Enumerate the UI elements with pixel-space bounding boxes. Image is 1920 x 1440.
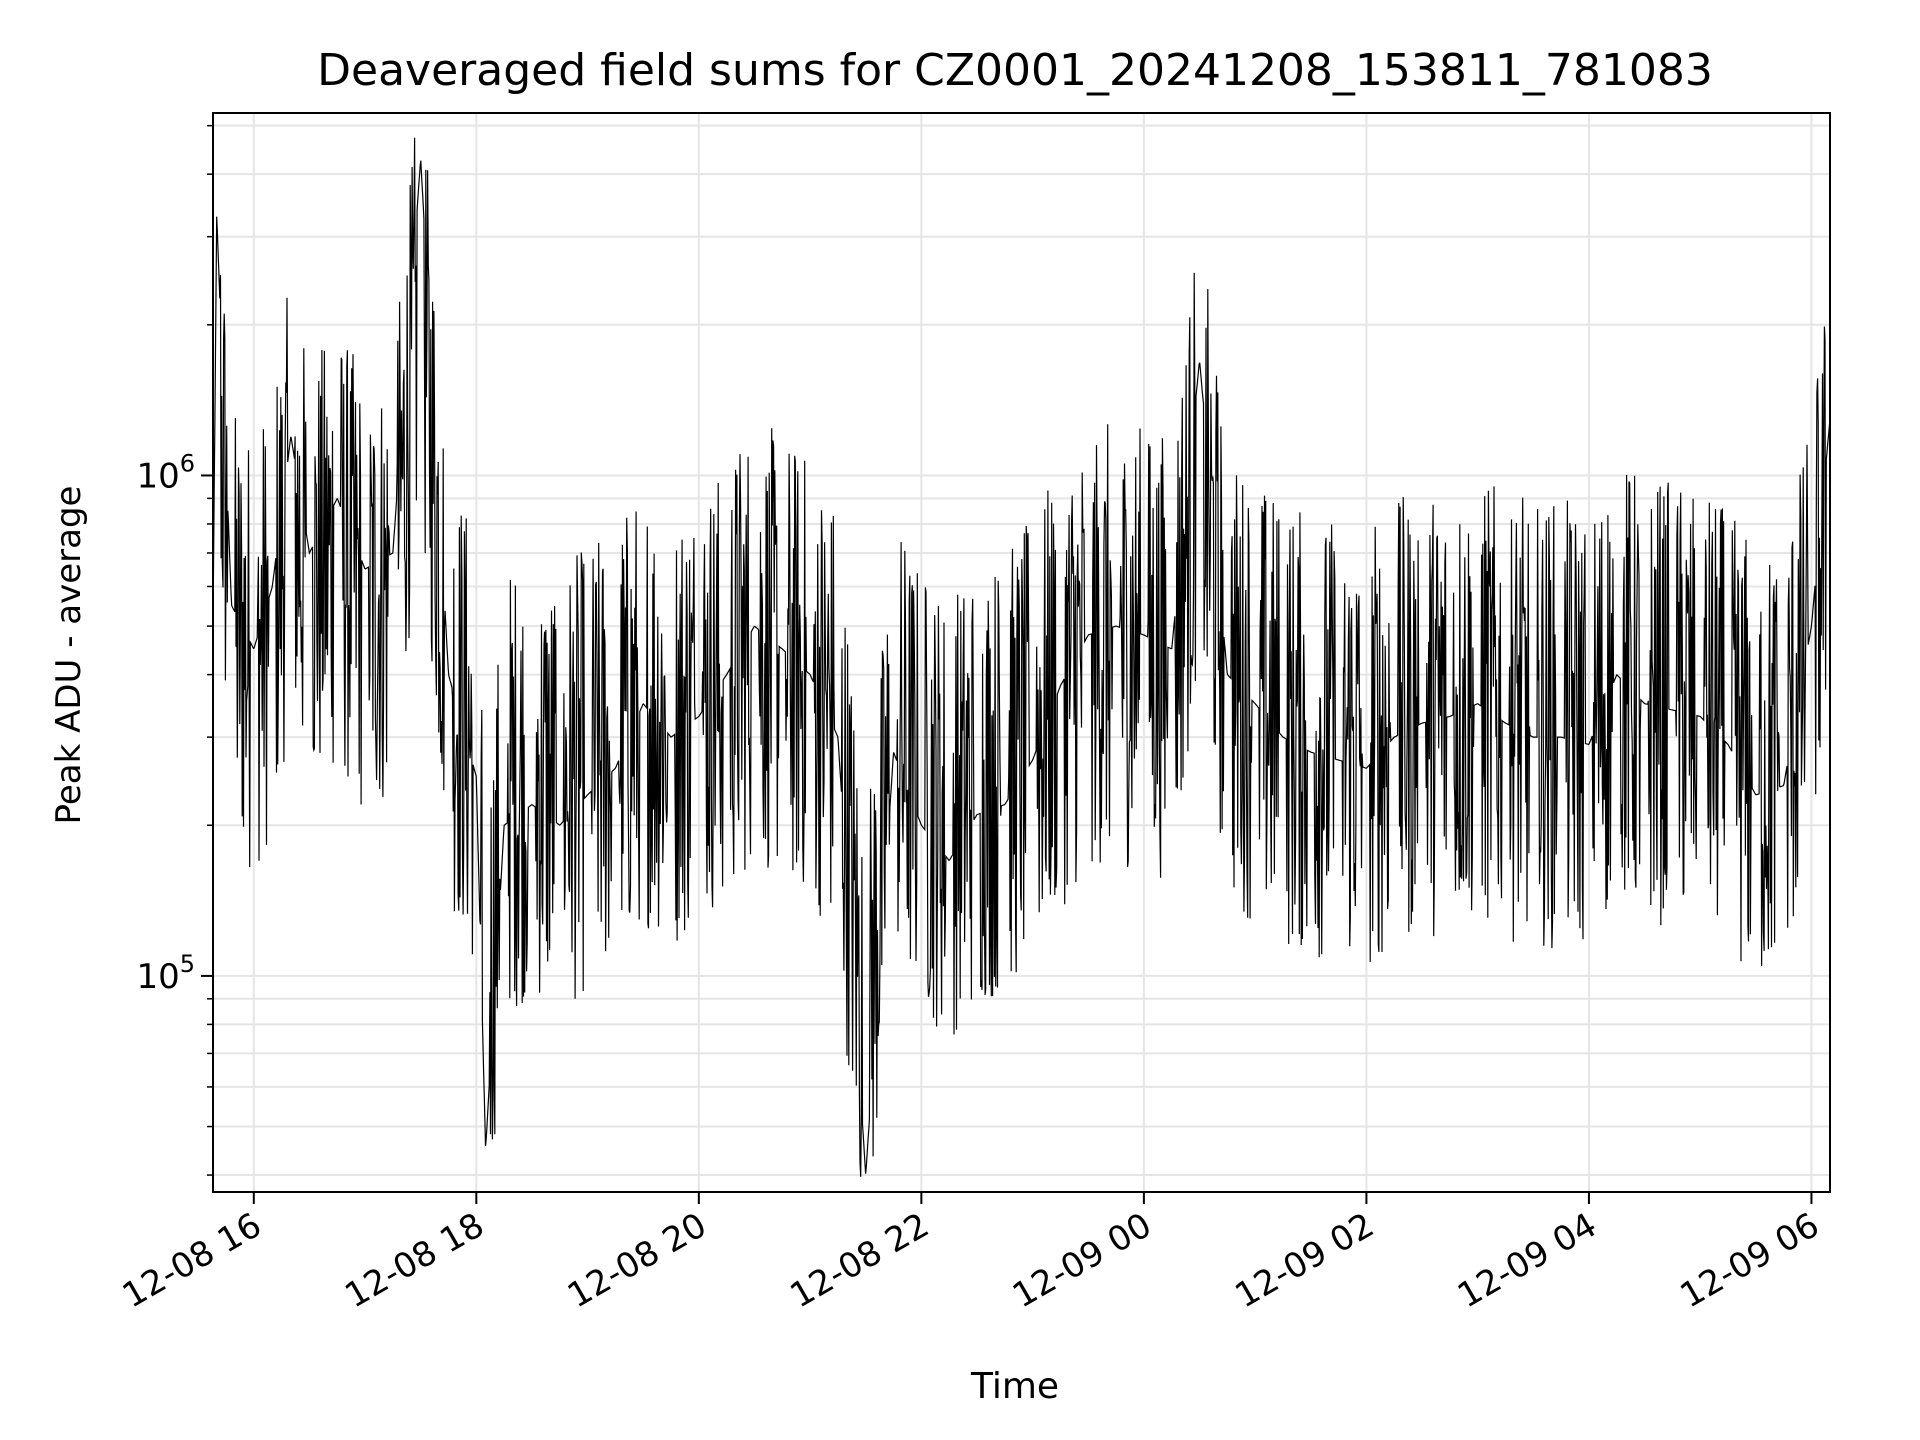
x-axis-label: Time (970, 1366, 1059, 1407)
plot-area (212, 112, 1831, 1193)
y-tick-label: 105 (136, 950, 195, 997)
y-axis-label: Peak ADU - average (49, 486, 89, 825)
y-axis: 106 105 (136, 124, 213, 1176)
chart-title: Deaveraged field sums for CZ0001_2024120… (317, 45, 1713, 96)
plot-frame (212, 112, 1831, 1193)
series-line (212, 137, 1831, 1177)
y-tick-label: 106 (136, 449, 195, 496)
